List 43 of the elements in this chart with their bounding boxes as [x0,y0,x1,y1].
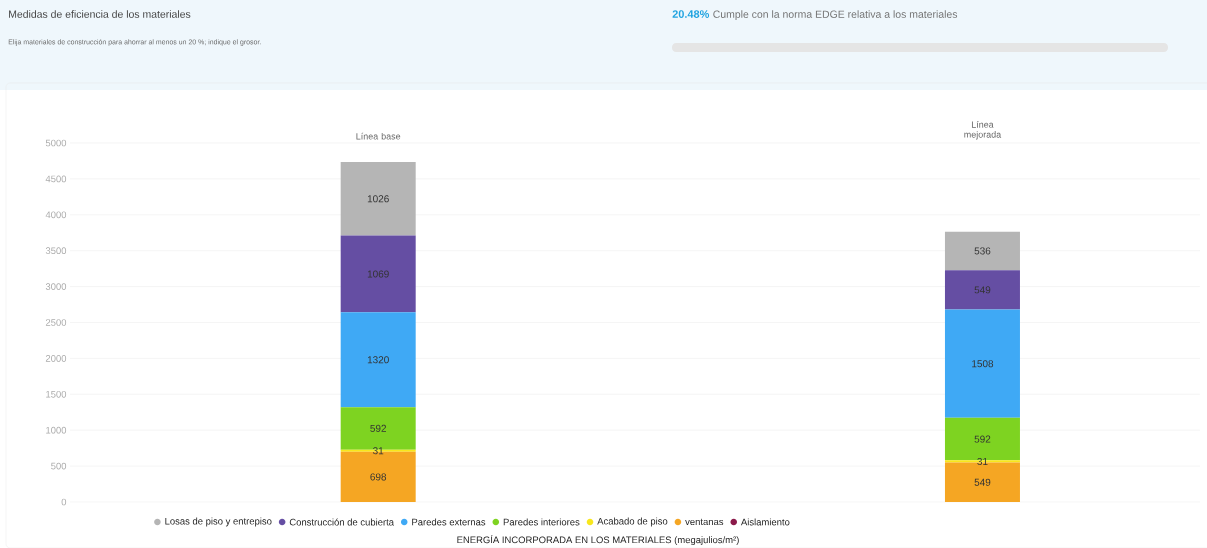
data-label: 592 [974,435,991,443]
data-label: 31 [373,447,384,455]
bar [340,161,416,236]
data-label: 698 [370,473,387,481]
data-label: 31 [977,457,988,465]
data-label: 592 [370,424,386,432]
y-tick-label: 0 [61,498,67,506]
legend-label: ventanas [685,518,724,526]
text: 20.48% [672,10,710,18]
x-tick-label: Línea base [356,132,401,140]
data-label: 1320 [367,356,389,364]
y-tick-label: 4000 [45,211,67,219]
bar [944,309,1020,418]
legend-label: Losas de piso y entrepiso [165,517,272,527]
data-label: 536 [974,247,991,255]
bar [944,460,1020,463]
y-tick-label: 5000 [45,139,67,147]
bar [340,312,416,408]
y-tick-label: 500 [51,462,67,470]
bar [340,235,416,313]
bar [944,231,1020,271]
legend-label: Acabado de piso [597,517,668,527]
legend-label: Construcción de cubierta [289,518,394,526]
y-tick-label: 1000 [46,426,67,434]
chart-title: Medidas de eficiencia de los materiales [9,10,191,18]
data-label: 1026 [367,195,389,203]
y-tick-label: 2500 [45,319,67,326]
y-tick-label: 1500 [46,390,67,398]
legend-label: Aislamiento [740,518,790,526]
y-tick-label: 3000 [45,283,67,290]
text: Cumple con la norma EDGE relativa a los materiales [713,10,958,21]
x-tick-label: Línea mejorada [964,121,1002,140]
legend-label: Paredes externas [412,518,486,526]
data-label: 549 [974,286,991,294]
data-label: 1508 [972,360,994,368]
y-tick-label: 4500 [45,175,67,183]
data-label: 549 [974,478,991,486]
legend-label: Paredes interiores [503,518,580,526]
y-tick-label: 3500 [45,247,67,255]
data-label: 1069 [367,270,389,278]
x-axis-title: ENERGÍA INCORPORADA EN LOS MATERIALES (megajulios/m²) [457,534,739,546]
y-tick-label: 2000 [45,355,67,362]
bar [944,270,1020,310]
